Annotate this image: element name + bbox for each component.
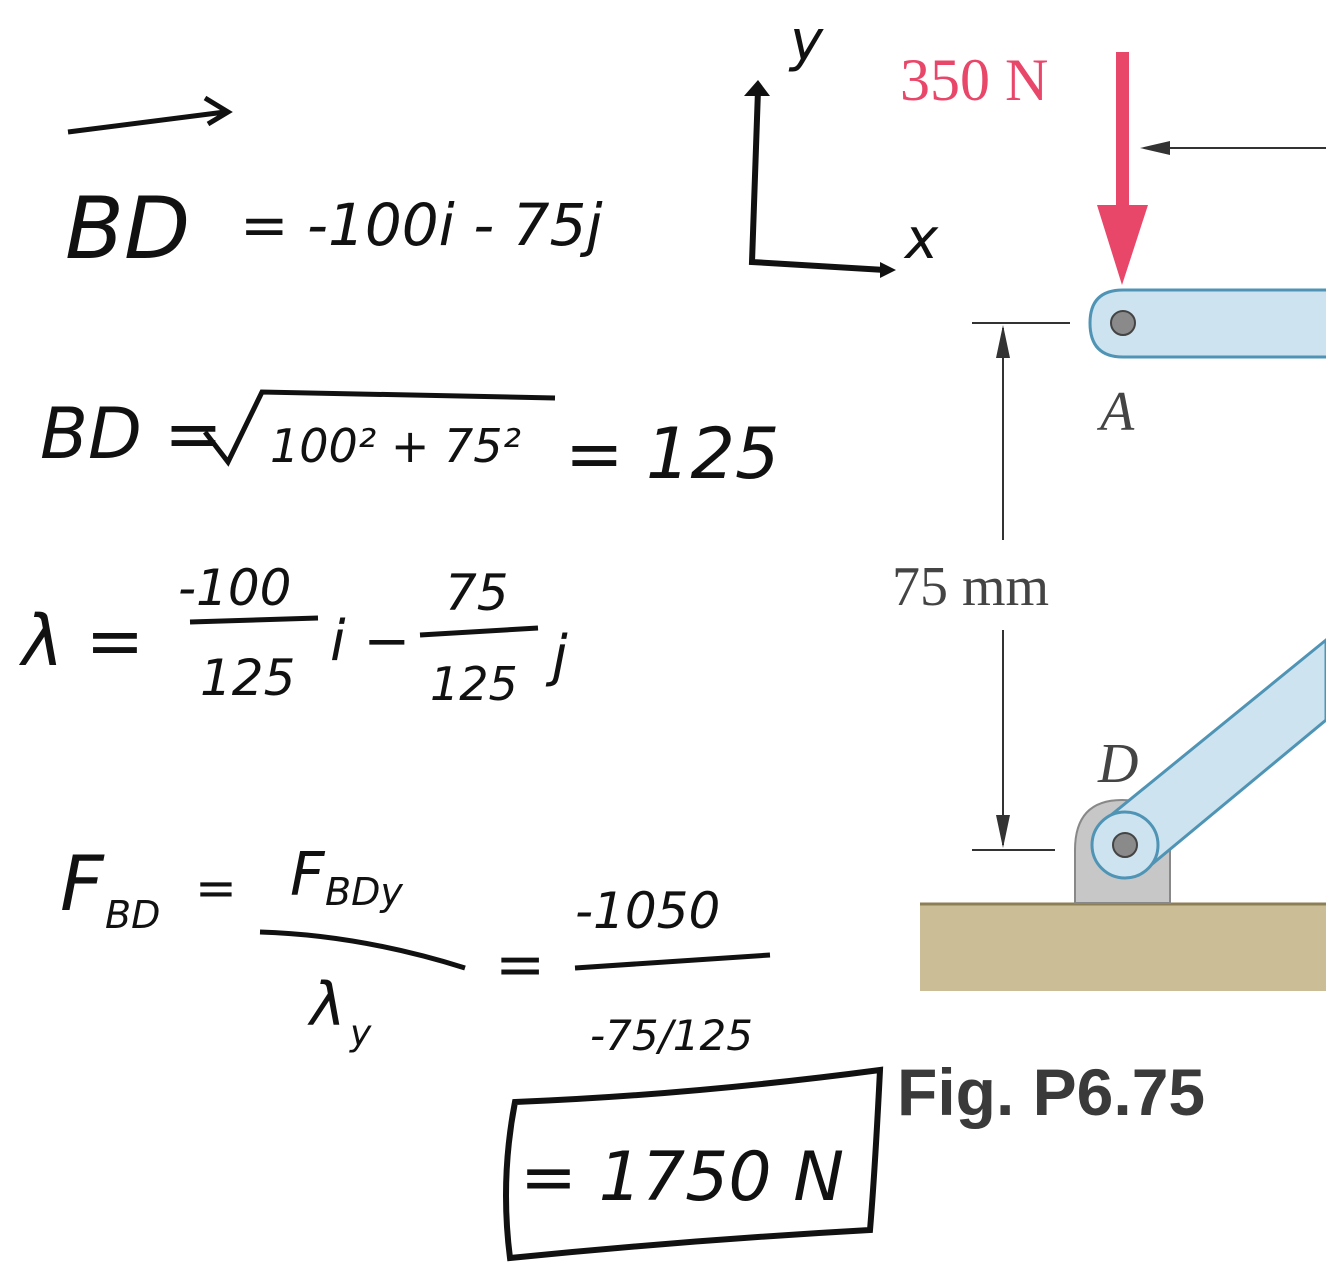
force-num: F [290,840,326,910]
force-num-sub: BDy [325,870,403,914]
force-den-sub: y [349,1013,372,1054]
force-lhs: F [60,839,105,928]
force-den: λ [307,970,346,1040]
axis-y-label: y [788,9,824,74]
load-arrow-shaft [1116,52,1129,212]
vector-label: BD [65,179,190,279]
unit-vector-lhs: λ = [18,600,144,682]
load-label: 350 N [900,47,1048,113]
magnitude-radicand: 100² + 75² [270,419,521,473]
axes-arrowheads [744,80,896,278]
axes [752,90,885,270]
pin-d [1113,833,1137,857]
page: BD = -100i - 75j y x BD = 100² + 75² = 1… [0,0,1326,1265]
ground [920,903,1326,991]
axis-x-label: x [903,207,939,272]
unit-j-numerator: 75 [445,564,509,622]
magnitude-lhs: BD = [40,393,223,475]
force-num2: -1050 [575,882,720,940]
unit-i: i − [330,609,410,674]
figure-caption: Fig. P6.75 [897,1055,1205,1129]
unit-j-denominator: 125 [430,657,518,711]
fraction-bar [575,955,770,968]
point-label: D [1097,733,1138,795]
answer: = 1750 N [520,1138,844,1217]
vector-arrow [68,98,228,132]
unit-i-numerator: -100 [178,559,291,617]
force-lhs-sub: BD [105,893,160,937]
figure: 350 N A 75 mm D Fig. P6.75 [892,47,1326,1129]
force-den2: -75/125 [590,1011,753,1060]
dimension-arrow [1140,141,1170,155]
fraction-bar [190,618,318,622]
magnitude-result: = 125 [565,413,780,495]
pin-a [1111,311,1135,335]
point-label: A [1096,381,1135,443]
load-arrow-head [1097,205,1148,285]
unit-j: j [545,624,568,689]
vector-expression: = -100i - 75j [240,191,603,259]
fraction-bar [260,932,465,968]
force-eq2: = [495,930,545,1000]
dimension-label: 75 mm [892,556,1049,618]
fraction-bar [420,628,538,635]
unit-i-denominator: 125 [200,649,295,707]
force-eq: = [195,859,237,917]
handwritten-notes: BD = -100i - 75j y x BD = 100² + 75² = 1… [18,9,939,1258]
